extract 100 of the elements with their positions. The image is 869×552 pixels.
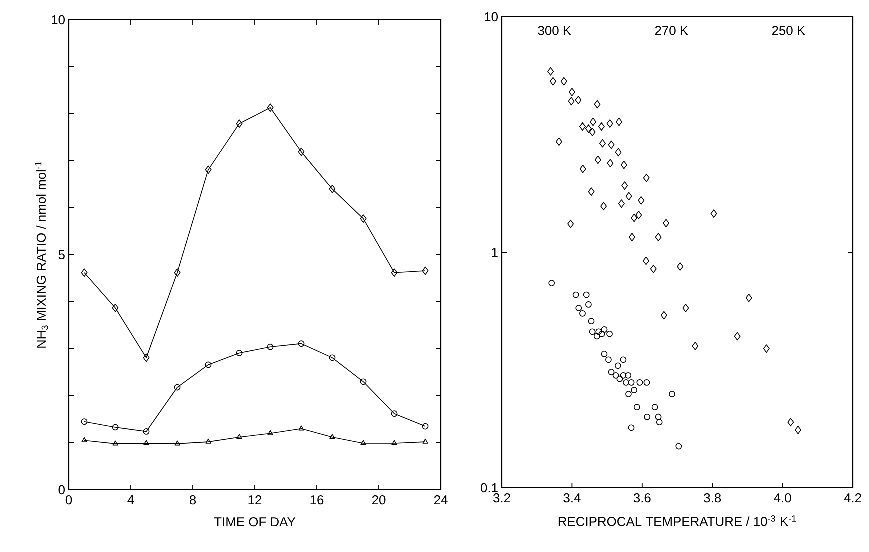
point (612, 372, 620, 379)
point (588, 188, 595, 196)
point (580, 310, 586, 317)
point (625, 372, 632, 379)
point (298, 426, 304, 431)
x-tick-label: 4.2 (844, 494, 862, 503)
point (710, 210, 718, 218)
point (330, 434, 336, 440)
x-tick-label: 24 (434, 496, 448, 505)
point (329, 185, 336, 194)
point (660, 311, 668, 320)
point (391, 268, 398, 278)
point (267, 104, 274, 112)
y-tick-label: 0 (58, 485, 65, 495)
point (628, 424, 635, 432)
point (236, 120, 243, 128)
point (205, 362, 212, 368)
point (556, 138, 562, 146)
point (112, 304, 119, 312)
point (143, 428, 150, 435)
point (580, 122, 586, 131)
point (643, 174, 650, 182)
point (360, 214, 367, 223)
point (622, 182, 628, 190)
x-tick-label: 0 (66, 496, 72, 505)
point (596, 328, 602, 336)
point (616, 118, 622, 126)
point (550, 77, 556, 86)
x-tick-label: 3.8 (704, 494, 722, 503)
point (268, 430, 274, 436)
point (650, 264, 657, 274)
point (606, 120, 614, 128)
point (548, 280, 556, 286)
point (144, 440, 150, 446)
y-tick-label: 1 (492, 248, 498, 257)
point (652, 404, 658, 411)
point (560, 77, 568, 86)
point (788, 418, 794, 427)
point (608, 369, 615, 376)
point (360, 440, 366, 446)
y-tick-label: 0.1 (480, 483, 498, 493)
point (236, 350, 243, 356)
point (594, 156, 602, 164)
point (623, 380, 630, 386)
point (174, 440, 180, 446)
point (643, 256, 650, 266)
y-axis-title: NH$_{3}$ MIXING RATIO / nmol mol$^{-1}$ (35, 162, 48, 348)
point (589, 328, 596, 336)
point (594, 100, 601, 109)
point (608, 140, 615, 150)
point (329, 354, 336, 362)
x-tick-label: 20 (372, 496, 386, 505)
point (638, 196, 645, 205)
point (636, 380, 644, 386)
point (615, 148, 622, 157)
point (663, 219, 670, 228)
y-tick-label: 10 (52, 15, 65, 25)
point (692, 342, 699, 350)
point (600, 202, 608, 211)
annotation: 300 K (538, 26, 572, 36)
point (601, 326, 608, 333)
point (618, 200, 625, 208)
point (620, 160, 628, 170)
point (572, 292, 580, 298)
point (143, 354, 150, 362)
point (585, 124, 592, 134)
point (422, 266, 429, 276)
point (601, 351, 608, 358)
point (746, 294, 752, 302)
annotation: 270 K (655, 26, 688, 36)
y-tick-label: 5 (58, 250, 65, 260)
point (174, 384, 181, 391)
point (586, 302, 592, 308)
point (615, 362, 622, 370)
point (267, 344, 274, 350)
point (606, 330, 613, 338)
point (656, 419, 663, 426)
point (628, 380, 635, 386)
point (677, 262, 684, 271)
x-tick-label: 3.2 (494, 494, 510, 503)
x-tick-label: 4.0 (774, 494, 792, 503)
point (795, 426, 802, 434)
point (568, 220, 574, 228)
point (568, 97, 575, 106)
point (631, 214, 638, 222)
x-tick-label: 3.4 (564, 494, 581, 503)
point (583, 292, 590, 298)
point (575, 96, 582, 104)
point (548, 67, 554, 76)
point (112, 440, 118, 446)
x-tick-label: 4 (128, 496, 134, 504)
point (655, 233, 662, 242)
annotation: 250 K (772, 26, 806, 36)
point (628, 233, 636, 242)
point (81, 268, 88, 278)
point (236, 434, 242, 440)
point (589, 128, 596, 136)
point (636, 211, 642, 220)
point (391, 410, 398, 418)
point (174, 268, 181, 278)
